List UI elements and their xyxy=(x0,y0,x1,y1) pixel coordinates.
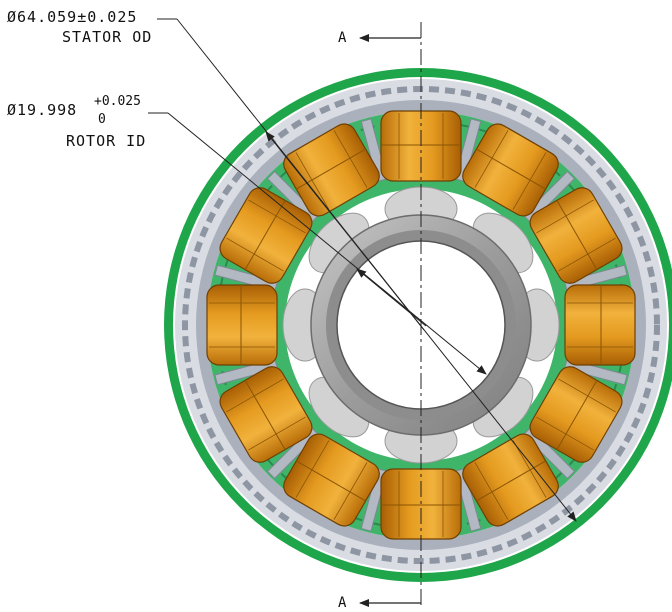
slot-separator xyxy=(522,170,576,224)
winding-coil xyxy=(529,187,623,284)
rotor-id-leader xyxy=(148,112,487,375)
stator-od-leader xyxy=(157,18,577,522)
rotor-id-label: ROTOR ID xyxy=(66,132,147,150)
rotor-id-value: 19.998 xyxy=(17,101,78,119)
winding-coil xyxy=(529,366,623,463)
winding-coil xyxy=(206,284,278,366)
slot-separator xyxy=(266,426,320,480)
rotor-id-dimension: Ø19.998 xyxy=(7,103,77,118)
winding-coil xyxy=(283,433,380,527)
section-label-top: A xyxy=(338,30,347,46)
rotor-id-upper-tolerance: +0.025 xyxy=(94,94,141,109)
section-centerline xyxy=(359,22,422,607)
winding-coil xyxy=(564,284,636,366)
section-label-bottom: A xyxy=(338,595,347,611)
stator-od-value: 64.059±0.025 xyxy=(17,8,138,26)
winding-coil xyxy=(283,123,380,217)
slot-separator xyxy=(266,170,320,224)
winding-coil xyxy=(219,366,313,463)
slot-separator xyxy=(522,426,576,480)
winding-coil xyxy=(462,123,559,217)
rotor-id-lower-tolerance: 0 xyxy=(98,112,106,127)
diameter-symbol: Ø xyxy=(7,8,18,26)
stator-od-dimension: Ø64.059±0.025 xyxy=(7,10,137,25)
stator-od-label: STATOR OD xyxy=(62,28,153,46)
diameter-symbol: Ø xyxy=(7,101,18,119)
